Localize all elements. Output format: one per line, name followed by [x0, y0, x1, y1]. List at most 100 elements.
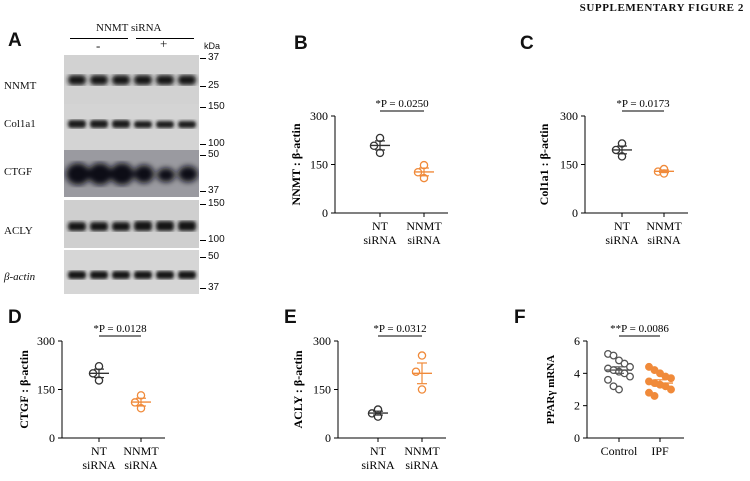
p-value-annotation: *P = 0.0312	[373, 323, 426, 335]
y-axis-label: PPARγ mRNA	[545, 355, 557, 424]
y-tick-label: 0	[322, 206, 328, 220]
data-point	[626, 372, 634, 381]
panel-label-a: A	[8, 30, 22, 51]
panel-label-e: E	[284, 307, 297, 328]
marker-col1a1-150: 150	[208, 101, 225, 112]
marker-beta-actin-50: 50	[208, 251, 220, 262]
y-tick-label: 150	[560, 158, 578, 172]
plus-sign: +	[160, 36, 168, 51]
y-tick-label: 300	[37, 334, 55, 348]
data-point	[417, 351, 427, 360]
blot-nnmt	[64, 55, 199, 104]
blot-col1a1	[64, 104, 199, 150]
y-axis-label: Col1a1 : β-actin	[537, 123, 551, 205]
marker-tick	[200, 155, 206, 156]
blot-label-nnmt: NNMT	[4, 80, 37, 92]
y-axis-label: CTGF : β-actin	[17, 350, 31, 429]
y-axis-label: NNMT : β-actin	[289, 123, 303, 205]
blot-beta-actin	[64, 250, 199, 294]
x-tick-label: NNMT siRNA	[123, 444, 159, 472]
minus-group-line	[70, 38, 128, 39]
marker-nnmt-37: 37	[208, 52, 220, 63]
x-tick-label: NT siRNA	[363, 219, 397, 247]
blot-acly	[64, 200, 199, 248]
y-axis-label: ACLY : β-actin	[291, 350, 305, 428]
x-tick-label: NT siRNA	[605, 219, 639, 247]
panel-label-c: C	[520, 33, 534, 54]
blot-label-ctgf: CTGF	[4, 166, 33, 178]
blot-label-beta-actin: β-actin	[4, 271, 36, 283]
y-tick-label: 2	[574, 399, 580, 413]
minus-sign: -	[96, 38, 101, 53]
marker-tick	[200, 86, 206, 87]
data-point	[604, 375, 612, 384]
blot-acly-bands	[68, 221, 196, 231]
marker-tick	[200, 107, 206, 108]
marker-nnmt-25: 25	[208, 80, 220, 91]
x-tick-label: NT siRNA	[82, 444, 116, 472]
data-point	[667, 385, 675, 394]
p-value-annotation: **P = 0.0086	[610, 323, 669, 335]
y-tick-label: 0	[49, 431, 55, 445]
chart-panel-f: 0 2 4 6 PPARγ mRNA Control IPF **P = 0.0086	[545, 323, 684, 458]
x-tick-label: NT siRNA	[361, 444, 395, 472]
y-tick-label: 150	[313, 383, 331, 397]
marker-tick	[200, 288, 206, 289]
x-tick-label: IPF	[651, 444, 669, 458]
p-value-annotation: *P = 0.0128	[93, 323, 147, 335]
y-tick-label: 300	[560, 109, 578, 123]
x-tick-label: NNMT siRNA	[406, 219, 442, 247]
blot-nnmt-bands	[68, 75, 196, 85]
marker-tick	[200, 204, 206, 205]
marker-tick	[200, 58, 206, 59]
blot-label-col1a1: Col1a1	[4, 118, 36, 130]
y-tick-label: 6	[574, 334, 580, 348]
kda-label: kDa	[204, 41, 221, 51]
blot-ctgf	[64, 150, 199, 197]
marker-ctgf-37: 37	[208, 185, 220, 196]
y-tick-label: 300	[313, 334, 331, 348]
marker-tick	[200, 257, 206, 258]
data-point	[626, 362, 634, 371]
panel-label-f: F	[514, 307, 526, 328]
data-point	[609, 351, 618, 360]
y-tick-label: 150	[310, 158, 328, 172]
p-value-annotation: *P = 0.0250	[375, 98, 429, 110]
marker-acly-100: 100	[208, 234, 225, 245]
marker-beta-actin-37: 37	[208, 282, 220, 293]
blot-col1a1-bands	[68, 120, 196, 128]
x-tick-label: NNMT siRNA	[404, 444, 440, 472]
x-tick-label: Control	[601, 444, 638, 458]
panel-label-d: D	[8, 307, 22, 328]
data-point	[615, 385, 623, 394]
blot-beta-actin-bands	[68, 271, 196, 279]
treatment-label: NNMT siRNA	[96, 22, 162, 34]
data-point	[417, 385, 427, 394]
data-point	[650, 392, 659, 400]
marker-tick	[200, 240, 206, 241]
y-tick-label: 0	[572, 206, 578, 220]
marker-tick	[200, 144, 206, 145]
x-tick-label: NNMT siRNA	[646, 219, 682, 247]
y-tick-label: 0	[574, 431, 580, 445]
data-point	[411, 367, 421, 376]
chart-panel-b: 0 150 300 NNMT : β-actin NT siRNA NNMT siRNA *P …	[289, 98, 448, 247]
y-tick-label: 150	[37, 383, 55, 397]
plus-group-line	[136, 38, 194, 39]
y-tick-label: 4	[574, 366, 580, 380]
marker-tick	[200, 191, 206, 192]
blot-ctgf-bands	[66, 163, 198, 185]
data-point	[667, 374, 675, 383]
p-value-annotation: *P = 0.0173	[616, 98, 670, 110]
figure-header: SUPPLEMENTARY FIGURE 2	[579, 2, 744, 14]
chart-panel-e: 0 150 300 ACLY : β-actin NT siRNA NNMT siRNA *P …	[291, 323, 446, 472]
marker-col1a1-100: 100	[208, 138, 225, 149]
marker-ctgf-50: 50	[208, 149, 220, 160]
y-tick-label: 0	[325, 431, 331, 445]
y-tick-label: 300	[310, 109, 328, 123]
blot-label-acly: ACLY	[4, 225, 33, 237]
panel-label-b: B	[294, 33, 308, 54]
